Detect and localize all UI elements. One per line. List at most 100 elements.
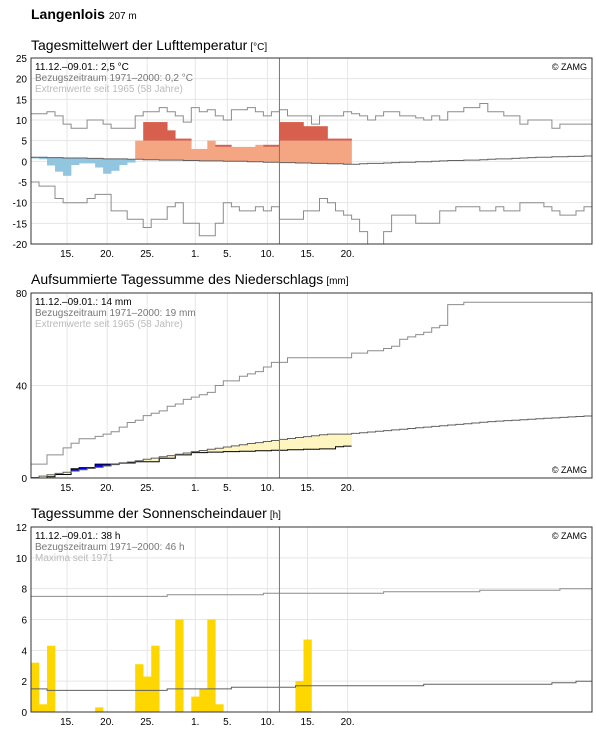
temperature-bar <box>63 158 72 176</box>
temperature-bar <box>151 140 160 160</box>
y-tick-label: 15 <box>16 95 28 106</box>
sunshine-bar <box>95 707 104 712</box>
sunshine-bar <box>191 696 200 712</box>
y-tick-label: -15 <box>13 219 28 230</box>
precipitation-title-text: Aufsummierte Tagessumme des Niederschlag… <box>31 271 324 287</box>
precipitation-bar <box>167 455 176 459</box>
temperature-extreme-bar <box>183 138 192 141</box>
normal-line <box>31 415 592 478</box>
temperature-bar <box>327 140 336 164</box>
extreme-min-line <box>31 181 592 245</box>
temperature-bar <box>231 146 240 162</box>
temperature-bar <box>335 140 344 164</box>
sunshine-unit: [h] <box>269 510 281 521</box>
temperature-extreme-bar <box>151 122 160 141</box>
temperature-extreme-bar <box>303 126 312 141</box>
x-tick-label: 15. <box>301 717 315 728</box>
precipitation-bar <box>279 439 288 451</box>
normal-line <box>31 680 592 691</box>
x-tick-label: 5. <box>223 249 231 260</box>
sunshine-bar <box>303 639 312 712</box>
temperature-bar <box>127 159 136 163</box>
temperature-bar <box>207 140 216 161</box>
x-tick-label: 15. <box>60 483 74 494</box>
precipitation-bar <box>319 434 328 449</box>
precipitation-bar <box>335 434 344 447</box>
temperature-extreme-bar <box>167 130 176 141</box>
precipitation-bar <box>63 472 72 475</box>
temperature-bar <box>87 158 96 164</box>
precipitation-bar <box>263 441 272 451</box>
temperature-bar <box>223 146 232 162</box>
temperature-bar <box>103 158 112 174</box>
precipitation-bar <box>271 440 280 451</box>
x-tick-label: 15. <box>301 483 315 494</box>
x-tick-label: 15. <box>60 717 74 728</box>
temperature-bar <box>143 140 152 160</box>
precipitation-bar <box>39 476 48 478</box>
x-tick-label: 20. <box>341 249 355 260</box>
temperature-bar <box>271 146 280 163</box>
legend-line-2: Bezugszeitraum 1971–2000: 0,2 °C <box>35 73 193 84</box>
y-tick-label: 12 <box>16 523 28 534</box>
temperature-bar <box>167 140 176 161</box>
sunshine-bar <box>31 662 40 712</box>
temperature-extreme-bar <box>223 144 232 147</box>
y-tick-label: 25 <box>16 54 28 65</box>
copyright-label: © ZAMG <box>552 62 587 72</box>
sunshine-bar <box>207 619 216 712</box>
temperature-bar <box>295 140 304 163</box>
precipitation-bar <box>79 467 88 470</box>
extreme-max-line <box>31 301 592 465</box>
precipitation-bar <box>311 435 320 450</box>
plot-frame <box>30 292 593 479</box>
precipitation-bar <box>55 473 64 475</box>
x-tick-label: 15. <box>60 249 74 260</box>
precipitation-bar <box>295 437 304 450</box>
x-tick-label: 20. <box>100 717 114 728</box>
y-tick-label: -10 <box>13 199 28 210</box>
temperature-extreme-bar <box>343 138 352 141</box>
precipitation-bar <box>223 447 232 452</box>
copyright-label: © ZAMG <box>552 531 587 541</box>
precipitation-bar <box>159 456 168 459</box>
temperature-bar <box>55 157 64 172</box>
sunshine-bar <box>135 664 144 712</box>
sunshine-chart-title: Tagessumme der Sonnenscheindauer [h] <box>31 505 281 521</box>
x-tick-label: 1. <box>191 483 199 494</box>
x-tick-label: 1. <box>191 717 199 728</box>
temperature-extreme-bar <box>287 122 296 141</box>
temperature-extreme-bar <box>143 122 152 141</box>
x-tick-label: 10. <box>260 249 274 260</box>
precipitation-bar <box>135 460 144 462</box>
temperature-bar <box>111 158 120 171</box>
legend-line-3: Maxima seit 1971 <box>35 553 114 564</box>
temperature-bar <box>159 140 168 161</box>
temperature-bar <box>79 158 88 164</box>
precipitation-bar <box>151 458 160 462</box>
legend-line-1: 11.12.–09.01.: 38 h <box>35 531 120 542</box>
temperature-bar <box>39 157 48 160</box>
precipitation-bar <box>343 434 352 447</box>
y-tick-label: -20 <box>13 240 28 251</box>
y-tick-label: -5 <box>18 178 27 189</box>
temperature-bar <box>175 140 184 161</box>
extreme-max-line <box>31 103 592 129</box>
temperature-extreme-bar <box>311 126 320 141</box>
x-tick-label: 10. <box>260 483 274 494</box>
temperature-bar <box>135 140 144 160</box>
precipitation-bar <box>303 436 312 450</box>
precipitation-bar <box>327 434 336 449</box>
precipitation-bar <box>231 445 240 452</box>
temperature-bar <box>343 140 352 165</box>
precipitation-bar <box>247 443 256 452</box>
x-tick-label: 25. <box>140 483 154 494</box>
y-tick-label: 10 <box>16 116 28 127</box>
x-tick-label: 20. <box>341 717 355 728</box>
y-tick-label: 2 <box>21 677 27 688</box>
sunshine-bar <box>151 645 160 712</box>
temperature-extreme-bar <box>327 138 336 141</box>
temperature-bar <box>199 148 208 161</box>
precipitation-bar <box>103 464 112 466</box>
